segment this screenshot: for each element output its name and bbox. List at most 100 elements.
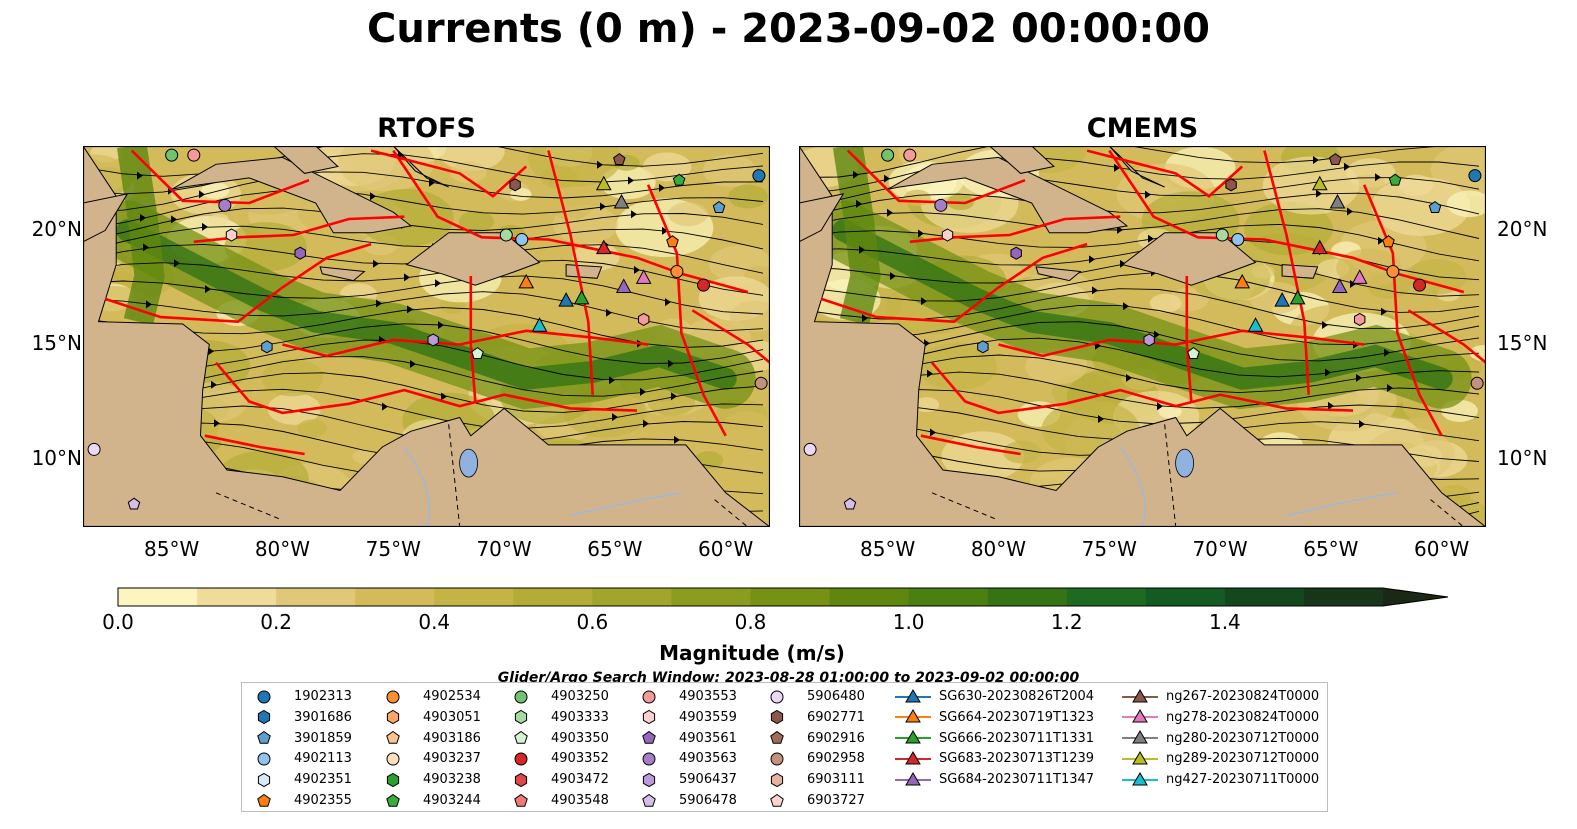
argo-float-marker [881,148,895,162]
circle-marker-icon [642,690,656,703]
magnitude-patch [1003,440,1042,464]
streamline-arrow [668,359,674,368]
legend-item: 4903563 [639,748,737,769]
streamline-arrow [918,229,924,238]
argo-float-marker [1143,333,1155,347]
legend-item-label: 4903250 [551,689,609,704]
streamline-arrow [1381,307,1387,316]
legend-item-label: ng289-20230712T0000 [1166,751,1320,767]
magnitude-patch [208,213,230,226]
streamline-arrow [211,380,217,389]
argo-float-marker [697,278,711,292]
glider-marker [518,273,535,289]
magnitude-patch [728,184,768,209]
streamline [799,255,1480,297]
argo-float-marker [752,169,766,183]
streamline-arrow [174,259,180,268]
legend-item-label: 4903548 [551,793,609,808]
eez-boundary [1407,309,1486,364]
glider-marker [1234,273,1251,289]
streamline-arrow [1148,234,1154,243]
y-tick-label: 15°N [1497,331,1548,356]
argo-float-marker [666,235,679,248]
argo-float-marker [903,148,917,162]
streamline-arrow [140,213,146,222]
argo-float-marker [187,148,201,162]
streamline-arrow [146,300,152,309]
colorbar-tick-label: 0.2 [260,610,293,634]
circle-marker-icon [770,752,784,766]
argo-float-marker [1470,376,1484,390]
legend-item-label: SG666-20230711T1331 [939,730,1095,746]
magnitude-patch [438,146,505,171]
legend-item-label: ng267-20230824T0000 [1166,689,1320,704]
argo-float-marker [127,497,141,510]
circle-marker-icon [257,690,271,703]
streamline-arrow [628,176,634,185]
glider-marker [1247,317,1264,332]
legend-item-label: 6902771 [807,709,865,725]
eez-boundary [691,309,770,364]
legend-item-label: 1902313 [294,689,352,704]
eez-boundary [998,329,1365,358]
land-yuc [83,193,129,243]
glider-marker [1274,292,1290,307]
legend-item-label: SG630-20230826T2004 [939,689,1095,704]
argo-float-marker [638,312,650,326]
hexagon-marker-icon [642,772,656,787]
streamline-arrow [1114,163,1120,172]
colorbar-tick-label: 0.8 [734,610,767,634]
colorbar-segment [1066,588,1147,606]
legend-item-label: 6902958 [807,751,865,767]
streamline [83,275,764,315]
glider-marker [635,269,652,284]
streamline-arrow [214,419,220,428]
eez-boundary [130,149,310,205]
argo-float-marker [712,200,726,213]
eez-boundary [1362,184,1443,437]
colorbar-segment [829,588,910,606]
yucatan-current [832,146,881,326]
x-tick-label: 85°W [860,537,916,561]
streamline [799,223,1480,262]
streamline-arrow [137,171,143,180]
streamline-arrow [606,308,612,317]
streamline-arrow [631,210,637,219]
colorbar-segment [276,588,356,606]
magnitude-patch [1446,190,1486,218]
streamline-arrow [609,376,615,385]
streamline-arrow [671,392,677,401]
streamline-arrow [1325,368,1331,377]
glider-marker [1311,175,1328,191]
streamline-arrow [1123,302,1129,311]
legend-item: ng289-20230712T0000 [1120,748,1319,769]
legend-item: 6903727 [767,790,865,811]
land-jam [319,266,366,282]
eez-boundary [931,361,1354,415]
legend-item-label: 5906478 [679,793,737,808]
argo-float-marker [1428,200,1442,213]
legend-item-label: 4903051 [423,709,481,725]
glider-marker [573,289,590,305]
map-frame [83,146,770,527]
x-tick-label: 65°W [1303,537,1359,561]
colorbar-tick-label: 0.4 [418,610,451,634]
legend-item: 4903350 [511,728,609,749]
country-border [931,424,1465,527]
colorbar-segment [908,588,989,606]
argo-float-marker [1382,235,1395,248]
colorbar-segment [355,588,435,606]
land-bah2 [392,146,449,188]
argo-float-marker [1187,346,1200,359]
streamline-arrow [1157,402,1163,411]
argo-float-marker [509,178,521,192]
colorbar-extend-arrow [1383,588,1448,606]
legend-item-label: 4903238 [423,772,481,788]
legend-item: 4903237 [383,748,481,769]
legend-item-label: 4902113 [294,751,352,767]
x-tick-label: 85°W [144,537,200,561]
eez-boundary [204,434,305,456]
land-bah2 [1108,146,1165,188]
magnitude-patch [917,342,997,391]
land-yuc [799,193,845,243]
